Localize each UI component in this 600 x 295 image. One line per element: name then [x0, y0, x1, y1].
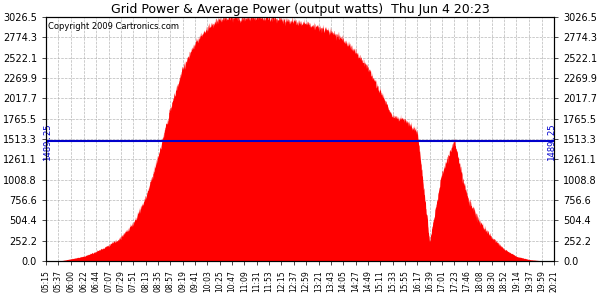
Text: 1489.25: 1489.25 [43, 122, 52, 160]
Title: Grid Power & Average Power (output watts)  Thu Jun 4 20:23: Grid Power & Average Power (output watts… [110, 3, 490, 16]
Text: Copyright 2009 Cartronics.com: Copyright 2009 Cartronics.com [49, 22, 179, 31]
Text: 1489.25: 1489.25 [547, 122, 556, 160]
